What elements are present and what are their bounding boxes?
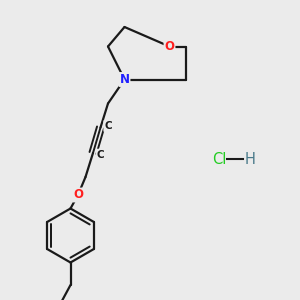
Text: O: O [164, 40, 175, 53]
Text: O: O [73, 188, 83, 202]
Text: N: N [119, 73, 130, 86]
Text: C: C [97, 149, 104, 160]
Text: C: C [104, 121, 112, 131]
Text: H: H [244, 152, 255, 166]
Text: Cl: Cl [212, 152, 226, 166]
